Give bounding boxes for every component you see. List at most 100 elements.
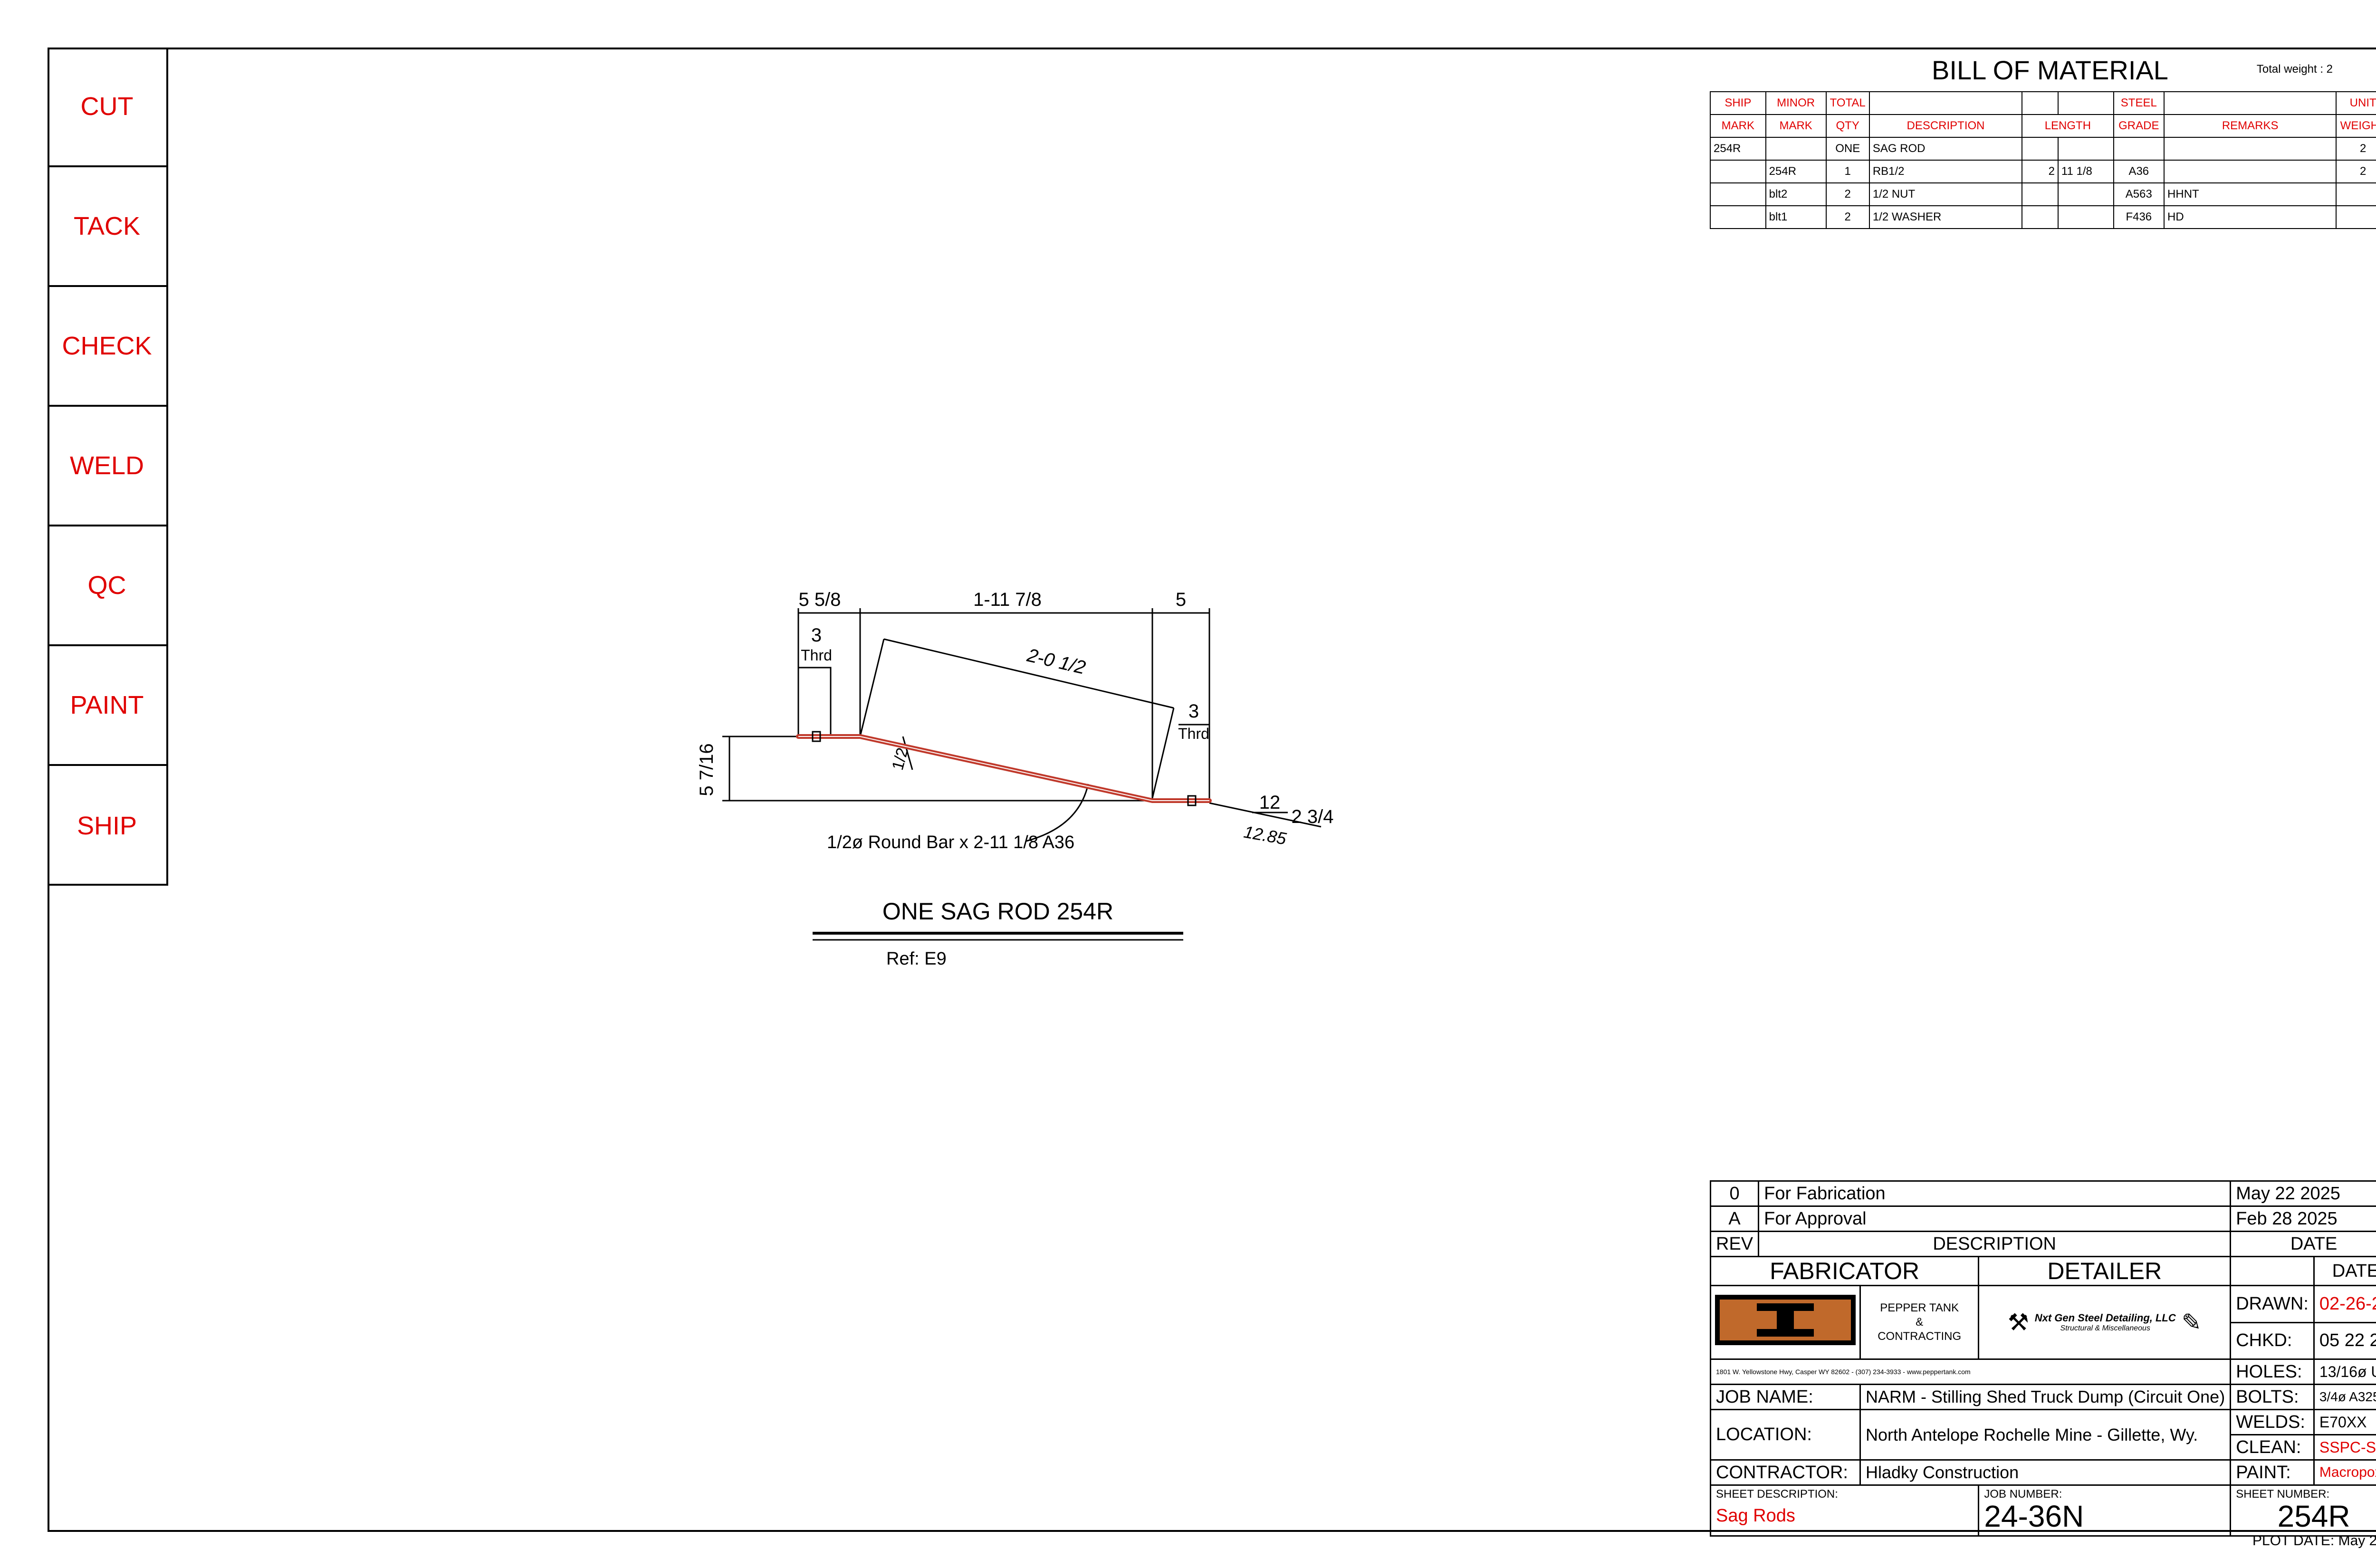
clean-label: CLEAN:	[2230, 1434, 2315, 1461]
fabricator-address: 1801 W. Yellowstone Hwy, Casper WY 82602…	[1709, 1358, 2232, 1385]
dim-top-mid: 1-11 7/8	[973, 589, 1042, 610]
fabricator-label: FABRICATOR	[1709, 1256, 1980, 1286]
checked-date: 05 22 25	[2313, 1321, 2376, 1360]
job-name: NARM - Stilling Shed Truck Dump (Circuit…	[1859, 1384, 2232, 1410]
rev-header: DESCRIPTION	[1758, 1231, 2232, 1257]
fabricator-name-1: PEPPER TANK	[1880, 1301, 1959, 1314]
bom-hdr: TOTAL	[1825, 91, 1870, 115]
bom-cell	[2164, 160, 2337, 183]
bom-cell	[2336, 182, 2376, 206]
location: North Antelope Rochelle Mine - Gillette,…	[1859, 1409, 2232, 1461]
stamp-qc: QC	[48, 526, 166, 646]
rev-date: May 22 2025	[2230, 1180, 2376, 1207]
bom-hdr: UNIT	[2336, 91, 2376, 115]
bom-cell: 1/2 WASHER	[1868, 205, 2023, 229]
location-label: LOCATION:	[1710, 1409, 1861, 1461]
stamp-weld: WELD	[48, 407, 166, 526]
job-number-cell: JOB NUMBER: 24-36N	[1978, 1484, 2232, 1537]
dim-diameter: 1/2	[889, 746, 912, 772]
bom-title-cell: BILL OF MATERIAL Total weight : 2	[1710, 48, 2376, 92]
bom-cell: 254R	[1710, 137, 1766, 161]
slope-run: 12	[1259, 792, 1281, 813]
bom-cell	[2113, 137, 2165, 161]
checked-label: CHKD:	[2230, 1321, 2315, 1360]
bom-hdr: WEIGHT	[2336, 114, 2376, 138]
bom-cell	[2022, 137, 2059, 161]
thread-left-len: 3	[811, 625, 822, 646]
holes-label: HOLES:	[2230, 1358, 2315, 1385]
fabricator-name: PEPPER TANK & CONTRACTING	[1859, 1285, 1980, 1360]
dim-diagonal: 2-0 1/2	[1025, 645, 1087, 679]
piece-title: ONE SAG ROD 254R	[882, 898, 1113, 925]
job-name-label: JOB NAME:	[1710, 1384, 1861, 1410]
stamp-paint: PAINT	[48, 646, 166, 766]
bom-cell: 2	[2336, 160, 2376, 183]
bom-cell: F436	[2113, 205, 2165, 229]
contractor: Hladky Construction	[1859, 1459, 2232, 1486]
bom-hdr	[2057, 91, 2114, 115]
detailer-label: DETAILER	[1978, 1256, 2232, 1286]
slope-rise: 2 3/4	[1292, 806, 1334, 827]
bom-hdr: MARK	[1710, 114, 1766, 138]
check-date-header: DATE	[2313, 1256, 2376, 1286]
bom-cell: A36	[2113, 160, 2165, 183]
fabricator-name-3: CONTRACTING	[1878, 1330, 1962, 1343]
bom-title: BILL OF MATERIAL	[1932, 55, 2168, 85]
bom-cell: RB1/2	[1868, 160, 2023, 183]
holes-value: 13/16ø UNO	[2313, 1358, 2376, 1385]
bom-cell: HD	[2164, 205, 2337, 229]
contractor-label: CONTRACTOR:	[1710, 1459, 1861, 1486]
dim-top-left: 5 5/8	[799, 589, 841, 610]
bom-cell: 1/2 NUT	[1868, 182, 2023, 206]
bom-cell	[2164, 137, 2337, 161]
revision-header: REV DESCRIPTION DATE BY	[1709, 1231, 2376, 1257]
bom-cell: 2	[1825, 182, 1870, 206]
bom-hdr	[1868, 91, 2023, 115]
bom-row: 254R ONE SAG ROD 2	[1710, 137, 2376, 161]
bom-hdr: GRADE	[2113, 114, 2165, 138]
detailer-name: Nxt Gen Steel Detailing, LLC	[2034, 1312, 2176, 1324]
welds-value: E70XX	[2313, 1409, 2376, 1435]
rev-id: A	[1709, 1205, 1760, 1232]
rev-id: 0	[1709, 1180, 1760, 1207]
bom-cell: HHNT	[2164, 182, 2337, 206]
stamp-ship: SHIP	[77, 812, 137, 840]
bom-cell: blt2	[1765, 182, 1827, 206]
stamp-tack: TACK	[48, 167, 166, 287]
bom-cell	[2057, 182, 2114, 206]
bom-cell	[1765, 137, 1827, 161]
drawing-border	[48, 48, 2376, 1532]
fabricator-name-2: &	[1916, 1316, 1924, 1329]
bom-cell: SAG ROD	[1868, 137, 2023, 161]
sheet-number: 254R	[2277, 1499, 2350, 1533]
thread-left-label: Thrd	[801, 647, 832, 664]
bom-hdr: QTY	[1825, 114, 1870, 138]
job-number-label: JOB NUMBER:	[1984, 1488, 2062, 1501]
bolts-label: BOLTS:	[2230, 1384, 2315, 1410]
stamp-column: CUT TACK CHECK WELD QC PAINT SHIP	[48, 48, 168, 886]
bom-cell: 254R	[1765, 160, 1827, 183]
bom-hdr: MINOR	[1765, 91, 1827, 115]
rev-desc: For Approval	[1758, 1205, 2232, 1232]
bom-cell: ONE	[1825, 137, 1870, 161]
job-number: 24-36N	[1984, 1499, 2084, 1533]
bom-hdr: MARK	[1765, 114, 1827, 138]
plot-date: PLOT DATE: May 22 2025	[2252, 1533, 2376, 1549]
bom-cell	[1710, 182, 1766, 206]
clean-value: SSPC-SP3	[2313, 1434, 2376, 1461]
slope-hyp: 12.85	[1242, 822, 1288, 849]
thread-right-label: Thrd	[1178, 725, 1209, 742]
bom-cell	[1710, 160, 1766, 183]
rev-header: DATE	[2230, 1231, 2376, 1257]
bom-row: 254R 1 RB1/2 2 11 1/8 A36 2	[1710, 160, 2376, 183]
paint-value: Macropoxy 646	[2313, 1459, 2376, 1486]
sheet-desc-label: SHEET DESCRIPTION:	[1716, 1488, 1838, 1501]
bill-of-material: BILL OF MATERIAL Total weight : 2 SHIP M…	[1710, 48, 2376, 229]
bom-hdr	[2022, 91, 2059, 115]
dim-top-right: 5	[1176, 589, 1186, 610]
bom-hdr: STEEL	[2113, 91, 2165, 115]
detailer-sub: Structural & Miscellaneous	[2060, 1324, 2150, 1332]
bom-header-bottom: MARK MARK QTY DESCRIPTION LENGTH GRADE R…	[1710, 114, 2376, 138]
bom-cell	[2057, 137, 2114, 161]
bom-cell: 2	[1825, 205, 1870, 229]
